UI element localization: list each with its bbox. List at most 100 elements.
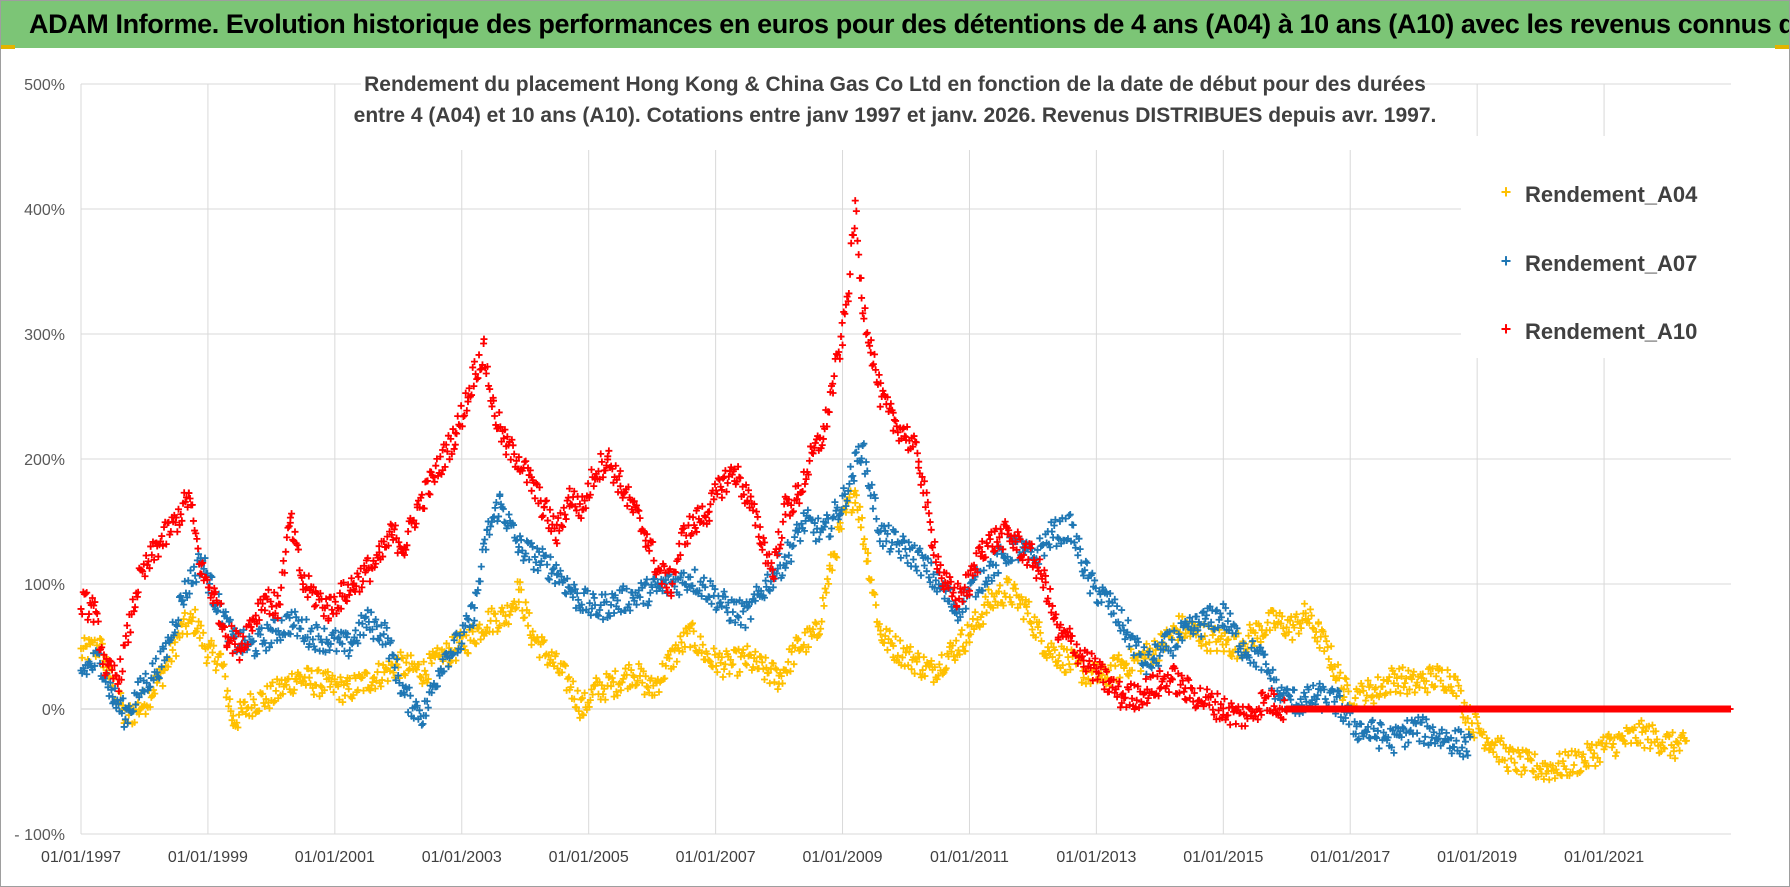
data-point: [426, 490, 434, 498]
data-point: [625, 600, 633, 608]
data-point: [900, 537, 908, 545]
data-point: [164, 663, 172, 671]
data-point: [536, 561, 544, 569]
data-point: [279, 690, 287, 698]
data-point: [354, 639, 362, 647]
data-point: [214, 607, 222, 615]
data-point: [163, 653, 171, 661]
data-point: [375, 548, 383, 556]
data-point: [988, 543, 996, 551]
data-point: [662, 662, 670, 670]
data-point: [1119, 690, 1127, 698]
data-point: [1053, 542, 1061, 550]
data-point: [1658, 738, 1666, 746]
data-point: [1033, 546, 1041, 554]
data-point: [316, 589, 324, 597]
data-point: [1266, 626, 1274, 634]
data-point: [1024, 556, 1032, 564]
data-point: [849, 231, 857, 239]
data-point: [383, 533, 391, 541]
data-point: [857, 523, 865, 531]
data-point: [818, 618, 826, 626]
data-point: [1020, 615, 1028, 623]
data-point: [510, 521, 518, 529]
data-point: [1521, 767, 1529, 775]
data-point: [1384, 733, 1392, 741]
data-point: [480, 335, 488, 343]
data-point: [262, 695, 270, 703]
x-tick-label: 01/01/2003: [422, 849, 502, 866]
data-point: [404, 527, 412, 535]
data-point: [890, 416, 898, 424]
data-point: [77, 605, 85, 613]
data-point: [1509, 747, 1517, 755]
data-point: [1206, 603, 1214, 611]
data-point: [710, 495, 718, 503]
data-point: [931, 538, 939, 546]
x-tick-label: 01/01/2005: [549, 849, 629, 866]
data-point: [799, 487, 807, 495]
data-point: [956, 650, 964, 658]
data-point: [183, 630, 191, 638]
data-point: [498, 604, 506, 612]
data-point: [366, 577, 374, 585]
data-point: [833, 504, 841, 512]
data-point: [1455, 682, 1463, 690]
data-point: [283, 533, 291, 541]
data-point: [691, 524, 699, 532]
data-point: [380, 630, 388, 638]
data-point: [864, 557, 872, 565]
data-point: [1334, 686, 1342, 694]
y-tick-label: - 100%: [14, 827, 65, 844]
data-point: [650, 691, 658, 699]
data-point: [522, 550, 530, 558]
data-point: [185, 489, 193, 497]
data-point: [1168, 675, 1176, 683]
data-point: [705, 517, 713, 525]
data-point: [308, 625, 316, 633]
data-point: [757, 587, 765, 595]
data-point: [545, 576, 553, 584]
data-point: [972, 549, 980, 557]
data-point: [915, 458, 923, 466]
data-point: [1401, 743, 1409, 751]
data-point: [378, 676, 386, 684]
data-point: [474, 586, 482, 594]
data-point: [549, 658, 557, 666]
data-point: [269, 678, 277, 686]
data-point: [1278, 612, 1286, 620]
data-point: [356, 588, 364, 596]
data-point: [870, 491, 878, 499]
data-point: [934, 553, 942, 561]
data-point: [1219, 600, 1227, 608]
data-point: [639, 600, 647, 608]
x-tick-label: 01/01/2013: [1056, 849, 1136, 866]
data-point: [102, 678, 110, 686]
data-point: [1486, 744, 1494, 752]
data-point: [599, 615, 607, 623]
data-point: [1661, 745, 1669, 753]
data-point: [1562, 765, 1570, 773]
data-point: [555, 527, 563, 535]
data-point: [1211, 698, 1219, 706]
data-point: [1252, 663, 1260, 671]
data-point: [1016, 535, 1024, 543]
data-point: [129, 595, 137, 603]
data-point: [976, 543, 984, 551]
data-point: [277, 584, 285, 592]
data-point: [219, 622, 227, 630]
data-point: [339, 698, 347, 706]
data-point: [1013, 546, 1021, 554]
data-point: [512, 457, 520, 465]
data-point: [217, 650, 225, 658]
data-point: [552, 561, 560, 569]
data-point: [1359, 732, 1367, 740]
data-point: [544, 517, 552, 525]
data-point: [1236, 645, 1244, 653]
data-point: [1114, 682, 1122, 690]
data-point: [1264, 618, 1272, 626]
data-point: [1669, 729, 1677, 737]
data-point: [1005, 576, 1013, 584]
data-point: [483, 623, 491, 631]
data-point: [832, 553, 840, 561]
